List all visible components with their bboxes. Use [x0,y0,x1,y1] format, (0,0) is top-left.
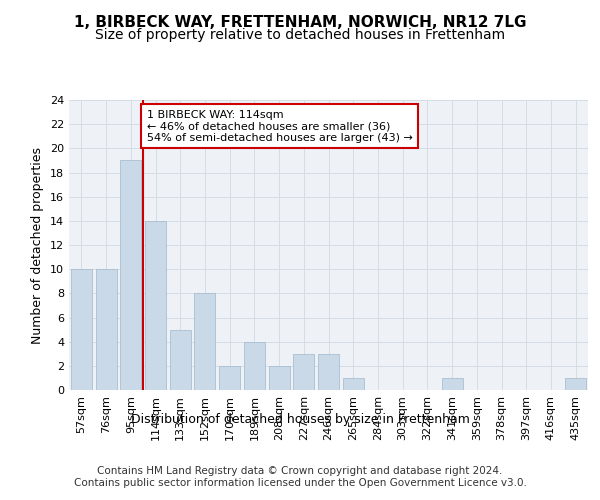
Y-axis label: Number of detached properties: Number of detached properties [31,146,44,344]
Text: 1, BIRBECK WAY, FRETTENHAM, NORWICH, NR12 7LG: 1, BIRBECK WAY, FRETTENHAM, NORWICH, NR1… [74,15,526,30]
Bar [343,378,364,390]
Bar [442,378,463,390]
Bar [269,366,290,390]
Bar [219,366,240,390]
Bar [120,160,141,390]
Text: 1 BIRBECK WAY: 114sqm
← 46% of detached houses are smaller (36)
54% of semi-deta: 1 BIRBECK WAY: 114sqm ← 46% of detached … [147,110,413,143]
Bar [293,354,314,390]
Bar [318,354,339,390]
Bar [71,269,92,390]
Text: Distribution of detached houses by size in Frettenham: Distribution of detached houses by size … [131,412,469,426]
Bar [565,378,586,390]
Bar [170,330,191,390]
Text: Contains HM Land Registry data © Crown copyright and database right 2024.
Contai: Contains HM Land Registry data © Crown c… [74,466,526,487]
Text: Size of property relative to detached houses in Frettenham: Size of property relative to detached ho… [95,28,505,42]
Bar [145,221,166,390]
Bar [95,269,116,390]
Bar [244,342,265,390]
Bar [194,294,215,390]
